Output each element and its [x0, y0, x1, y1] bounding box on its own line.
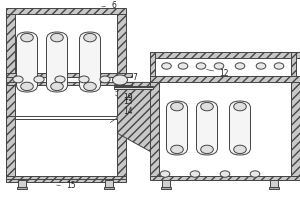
Bar: [291, 82, 300, 176]
Bar: [6, 73, 132, 77]
Circle shape: [34, 76, 44, 83]
Bar: [15, 14, 117, 116]
Text: 19: 19: [116, 91, 133, 102]
Circle shape: [235, 63, 245, 69]
Circle shape: [274, 63, 284, 69]
Bar: [105, 180, 112, 187]
Text: 6: 6: [102, 1, 116, 10]
Circle shape: [196, 63, 206, 69]
Circle shape: [234, 102, 246, 111]
Bar: [150, 76, 300, 82]
Circle shape: [13, 76, 23, 83]
Circle shape: [201, 145, 213, 154]
Circle shape: [79, 76, 89, 83]
Circle shape: [214, 63, 224, 69]
Text: 12: 12: [207, 68, 229, 77]
Circle shape: [234, 145, 246, 154]
Bar: [15, 77, 126, 84]
Bar: [270, 180, 278, 187]
Bar: [114, 86, 153, 87]
Bar: [114, 87, 153, 89]
Bar: [6, 116, 15, 177]
Text: 7: 7: [126, 72, 137, 82]
FancyBboxPatch shape: [230, 101, 250, 155]
Circle shape: [51, 33, 63, 42]
Bar: [6, 179, 126, 182]
Circle shape: [21, 82, 33, 91]
Text: 14: 14: [110, 106, 133, 122]
Circle shape: [162, 63, 171, 69]
Bar: [15, 119, 117, 176]
Circle shape: [201, 102, 213, 111]
Bar: [160, 187, 171, 189]
Bar: [154, 58, 291, 76]
Bar: [150, 52, 154, 80]
Bar: [159, 82, 291, 176]
FancyBboxPatch shape: [196, 101, 218, 155]
Circle shape: [55, 76, 65, 83]
Bar: [150, 52, 300, 58]
Bar: [162, 180, 169, 187]
Circle shape: [100, 76, 110, 83]
Circle shape: [84, 33, 96, 42]
Bar: [16, 187, 27, 189]
FancyBboxPatch shape: [167, 101, 188, 155]
Circle shape: [84, 82, 96, 91]
Circle shape: [190, 171, 200, 177]
Circle shape: [160, 171, 170, 177]
Bar: [117, 14, 126, 116]
Bar: [6, 82, 132, 85]
Bar: [150, 82, 159, 176]
Bar: [150, 176, 300, 180]
Circle shape: [21, 33, 33, 42]
Text: 13: 13: [116, 95, 133, 106]
Bar: [150, 76, 300, 80]
Bar: [103, 187, 114, 189]
Circle shape: [220, 171, 230, 177]
Bar: [18, 180, 26, 187]
Bar: [6, 176, 126, 180]
Circle shape: [256, 63, 266, 69]
Bar: [268, 187, 279, 189]
Circle shape: [171, 145, 183, 154]
FancyBboxPatch shape: [46, 32, 68, 92]
Text: 15: 15: [57, 182, 76, 190]
Circle shape: [171, 102, 183, 111]
Circle shape: [51, 82, 63, 91]
FancyBboxPatch shape: [80, 32, 100, 92]
Circle shape: [112, 75, 128, 85]
Circle shape: [178, 63, 188, 69]
Bar: [6, 14, 15, 116]
Circle shape: [250, 171, 260, 177]
FancyBboxPatch shape: [16, 32, 38, 92]
Bar: [117, 116, 126, 177]
Bar: [6, 8, 126, 14]
Polygon shape: [117, 82, 153, 153]
Bar: [291, 52, 296, 80]
